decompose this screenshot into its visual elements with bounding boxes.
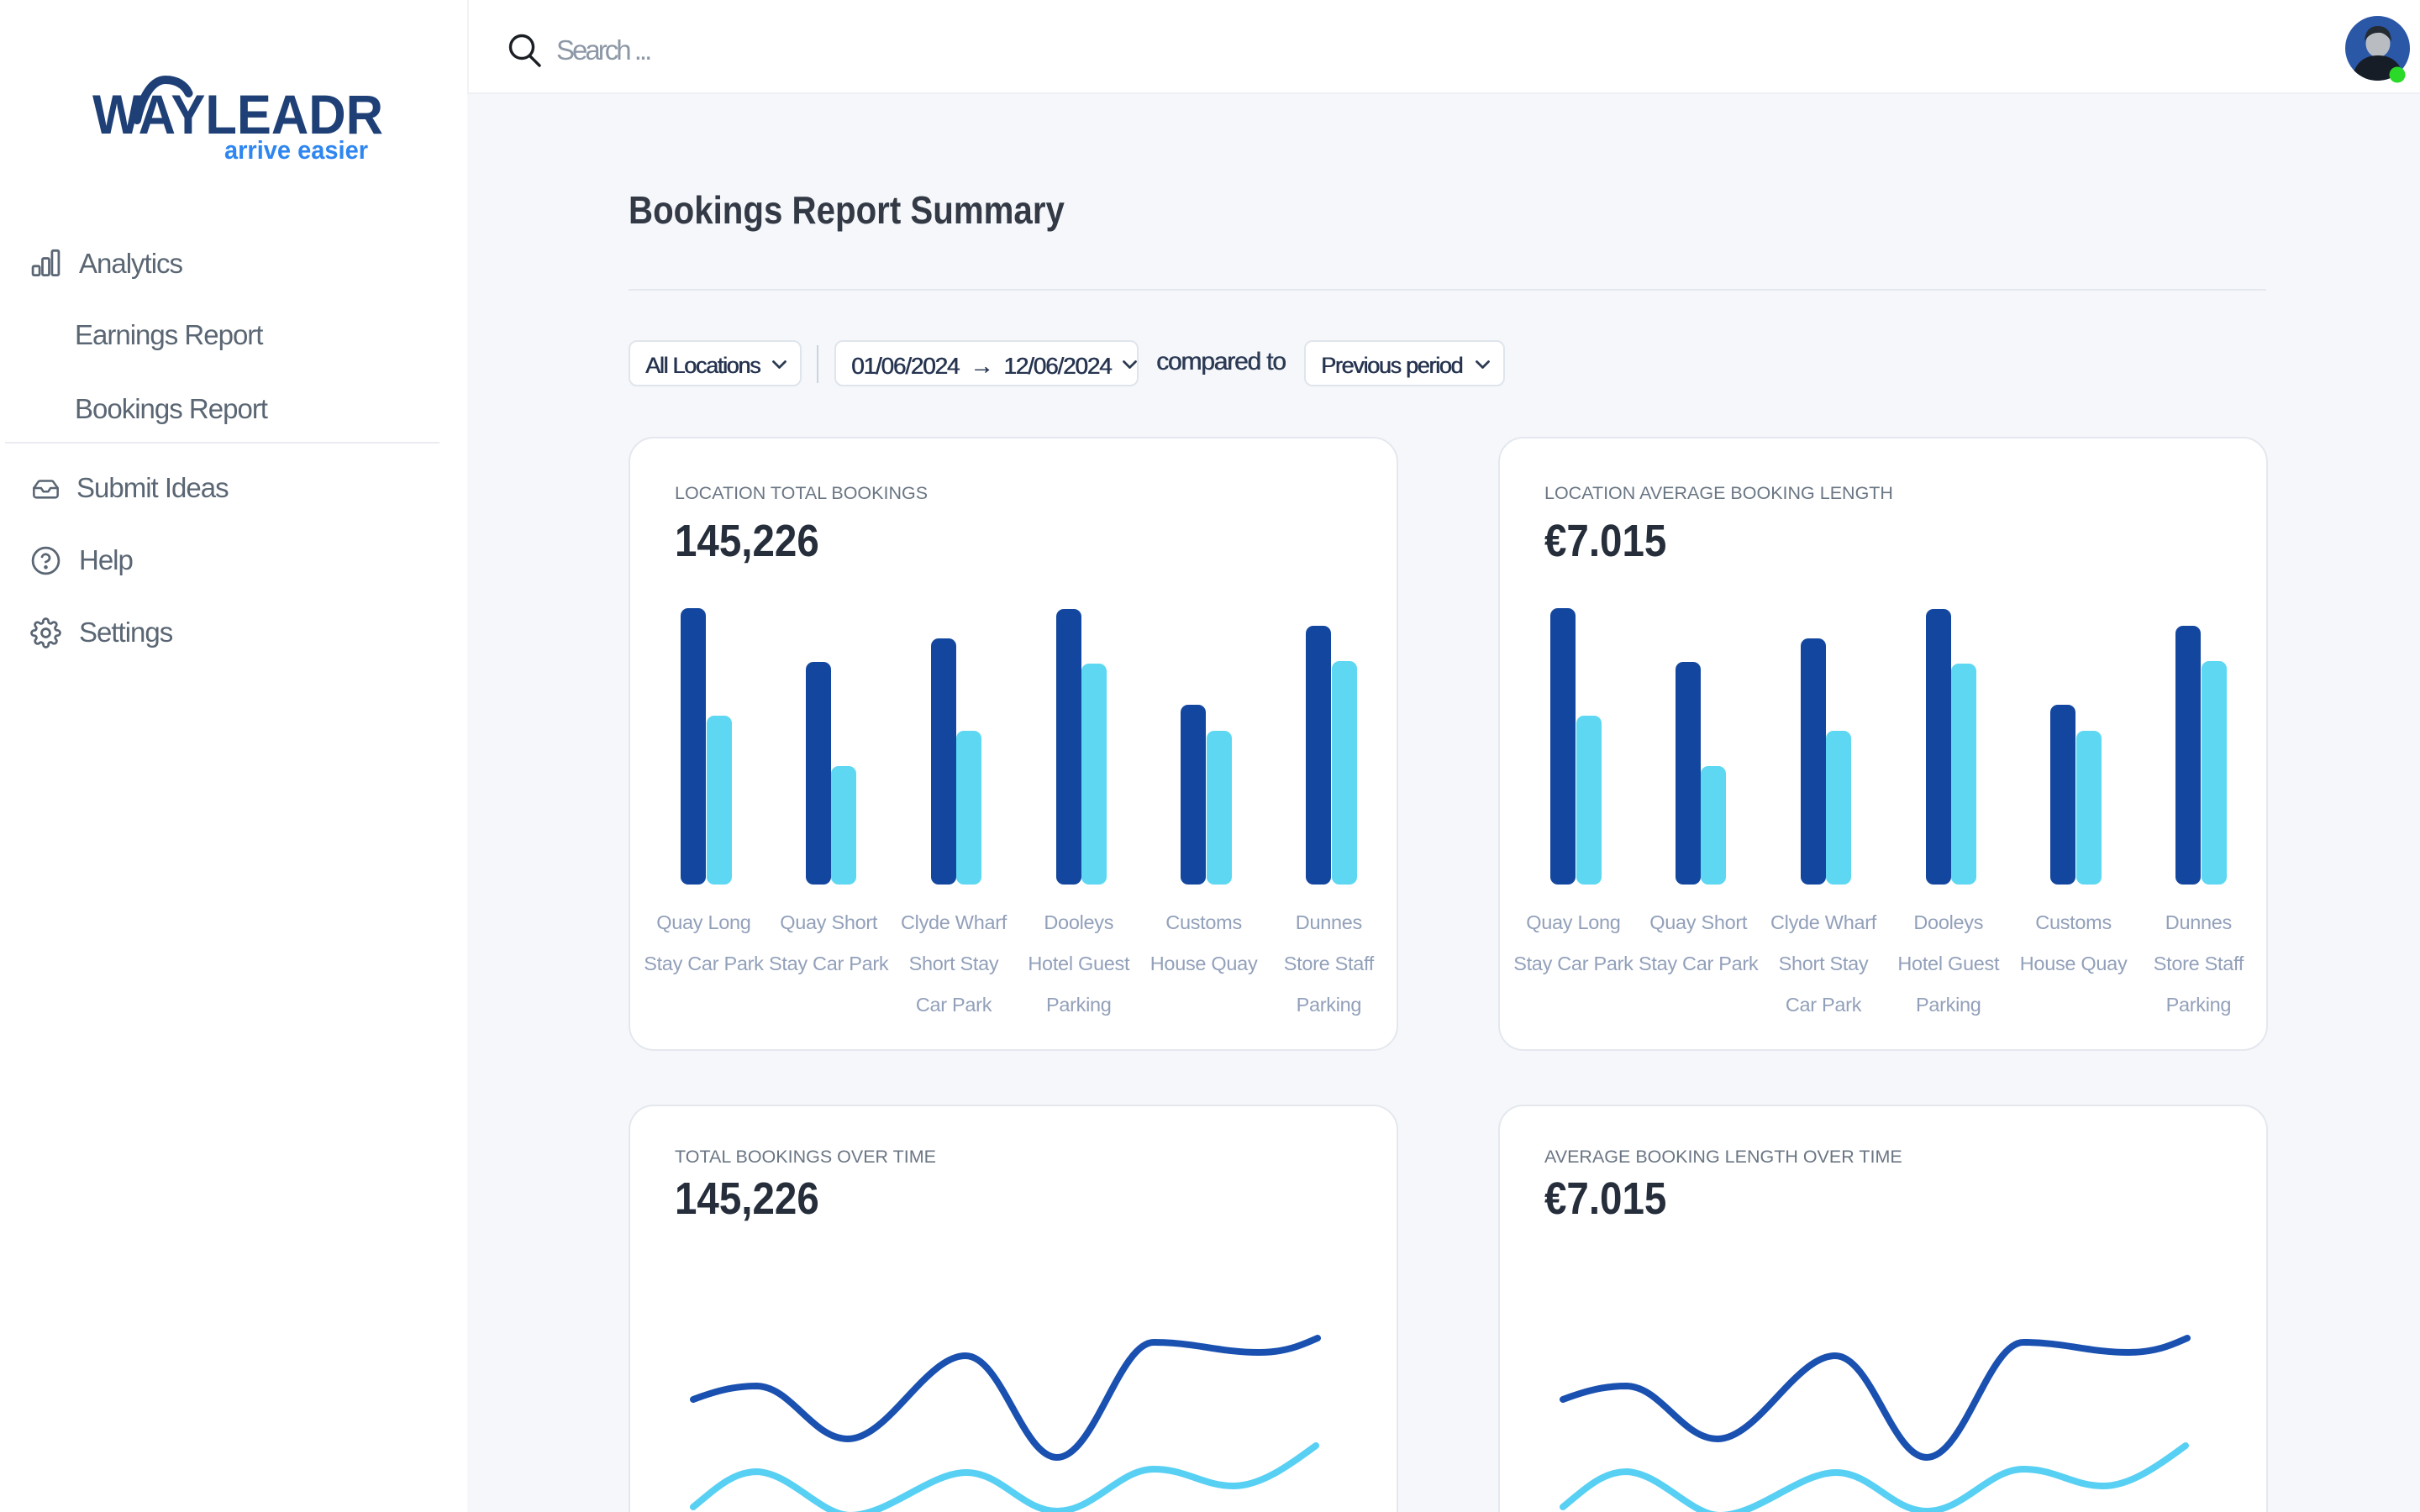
- svg-text:arrive easier: arrive easier: [224, 135, 368, 165]
